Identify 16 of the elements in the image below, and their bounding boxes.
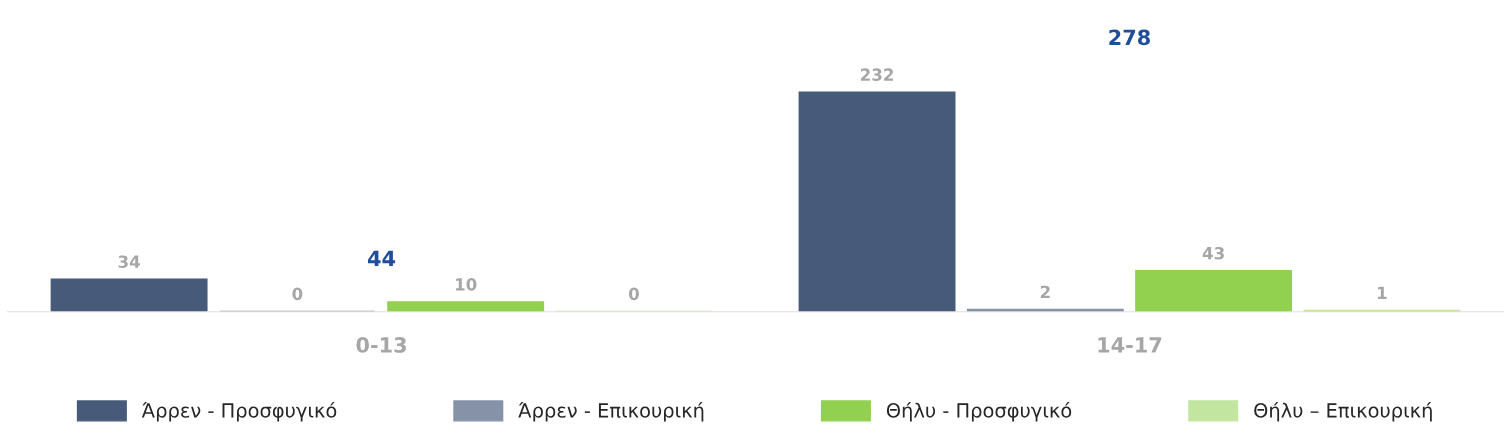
total-label: 278 (1109, 29, 1150, 46)
data-label: 10 (455, 278, 477, 291)
legend-label: Άρρεν - Προσφυγικό (141, 401, 337, 422)
legend-label: Θήλυ – Επικουρική (1254, 401, 1432, 422)
data-label: 34 (118, 255, 140, 269)
data-label: 0 (292, 287, 303, 301)
data-label: 0 (628, 287, 639, 301)
total-label: 44 (367, 250, 396, 266)
legend-label: Θήλυ - Προσφυγικό (886, 401, 1072, 422)
data-label: 232 (860, 68, 893, 81)
legend-label: Άρρεν - Επικουρική (518, 401, 704, 422)
x-tick-label: 0-13 (356, 337, 406, 353)
data-label: 43 (1202, 246, 1224, 260)
data-label: 1 (1377, 286, 1387, 299)
data-label: 2 (1040, 285, 1050, 298)
x-tick-label: 14-17 (1098, 337, 1162, 353)
